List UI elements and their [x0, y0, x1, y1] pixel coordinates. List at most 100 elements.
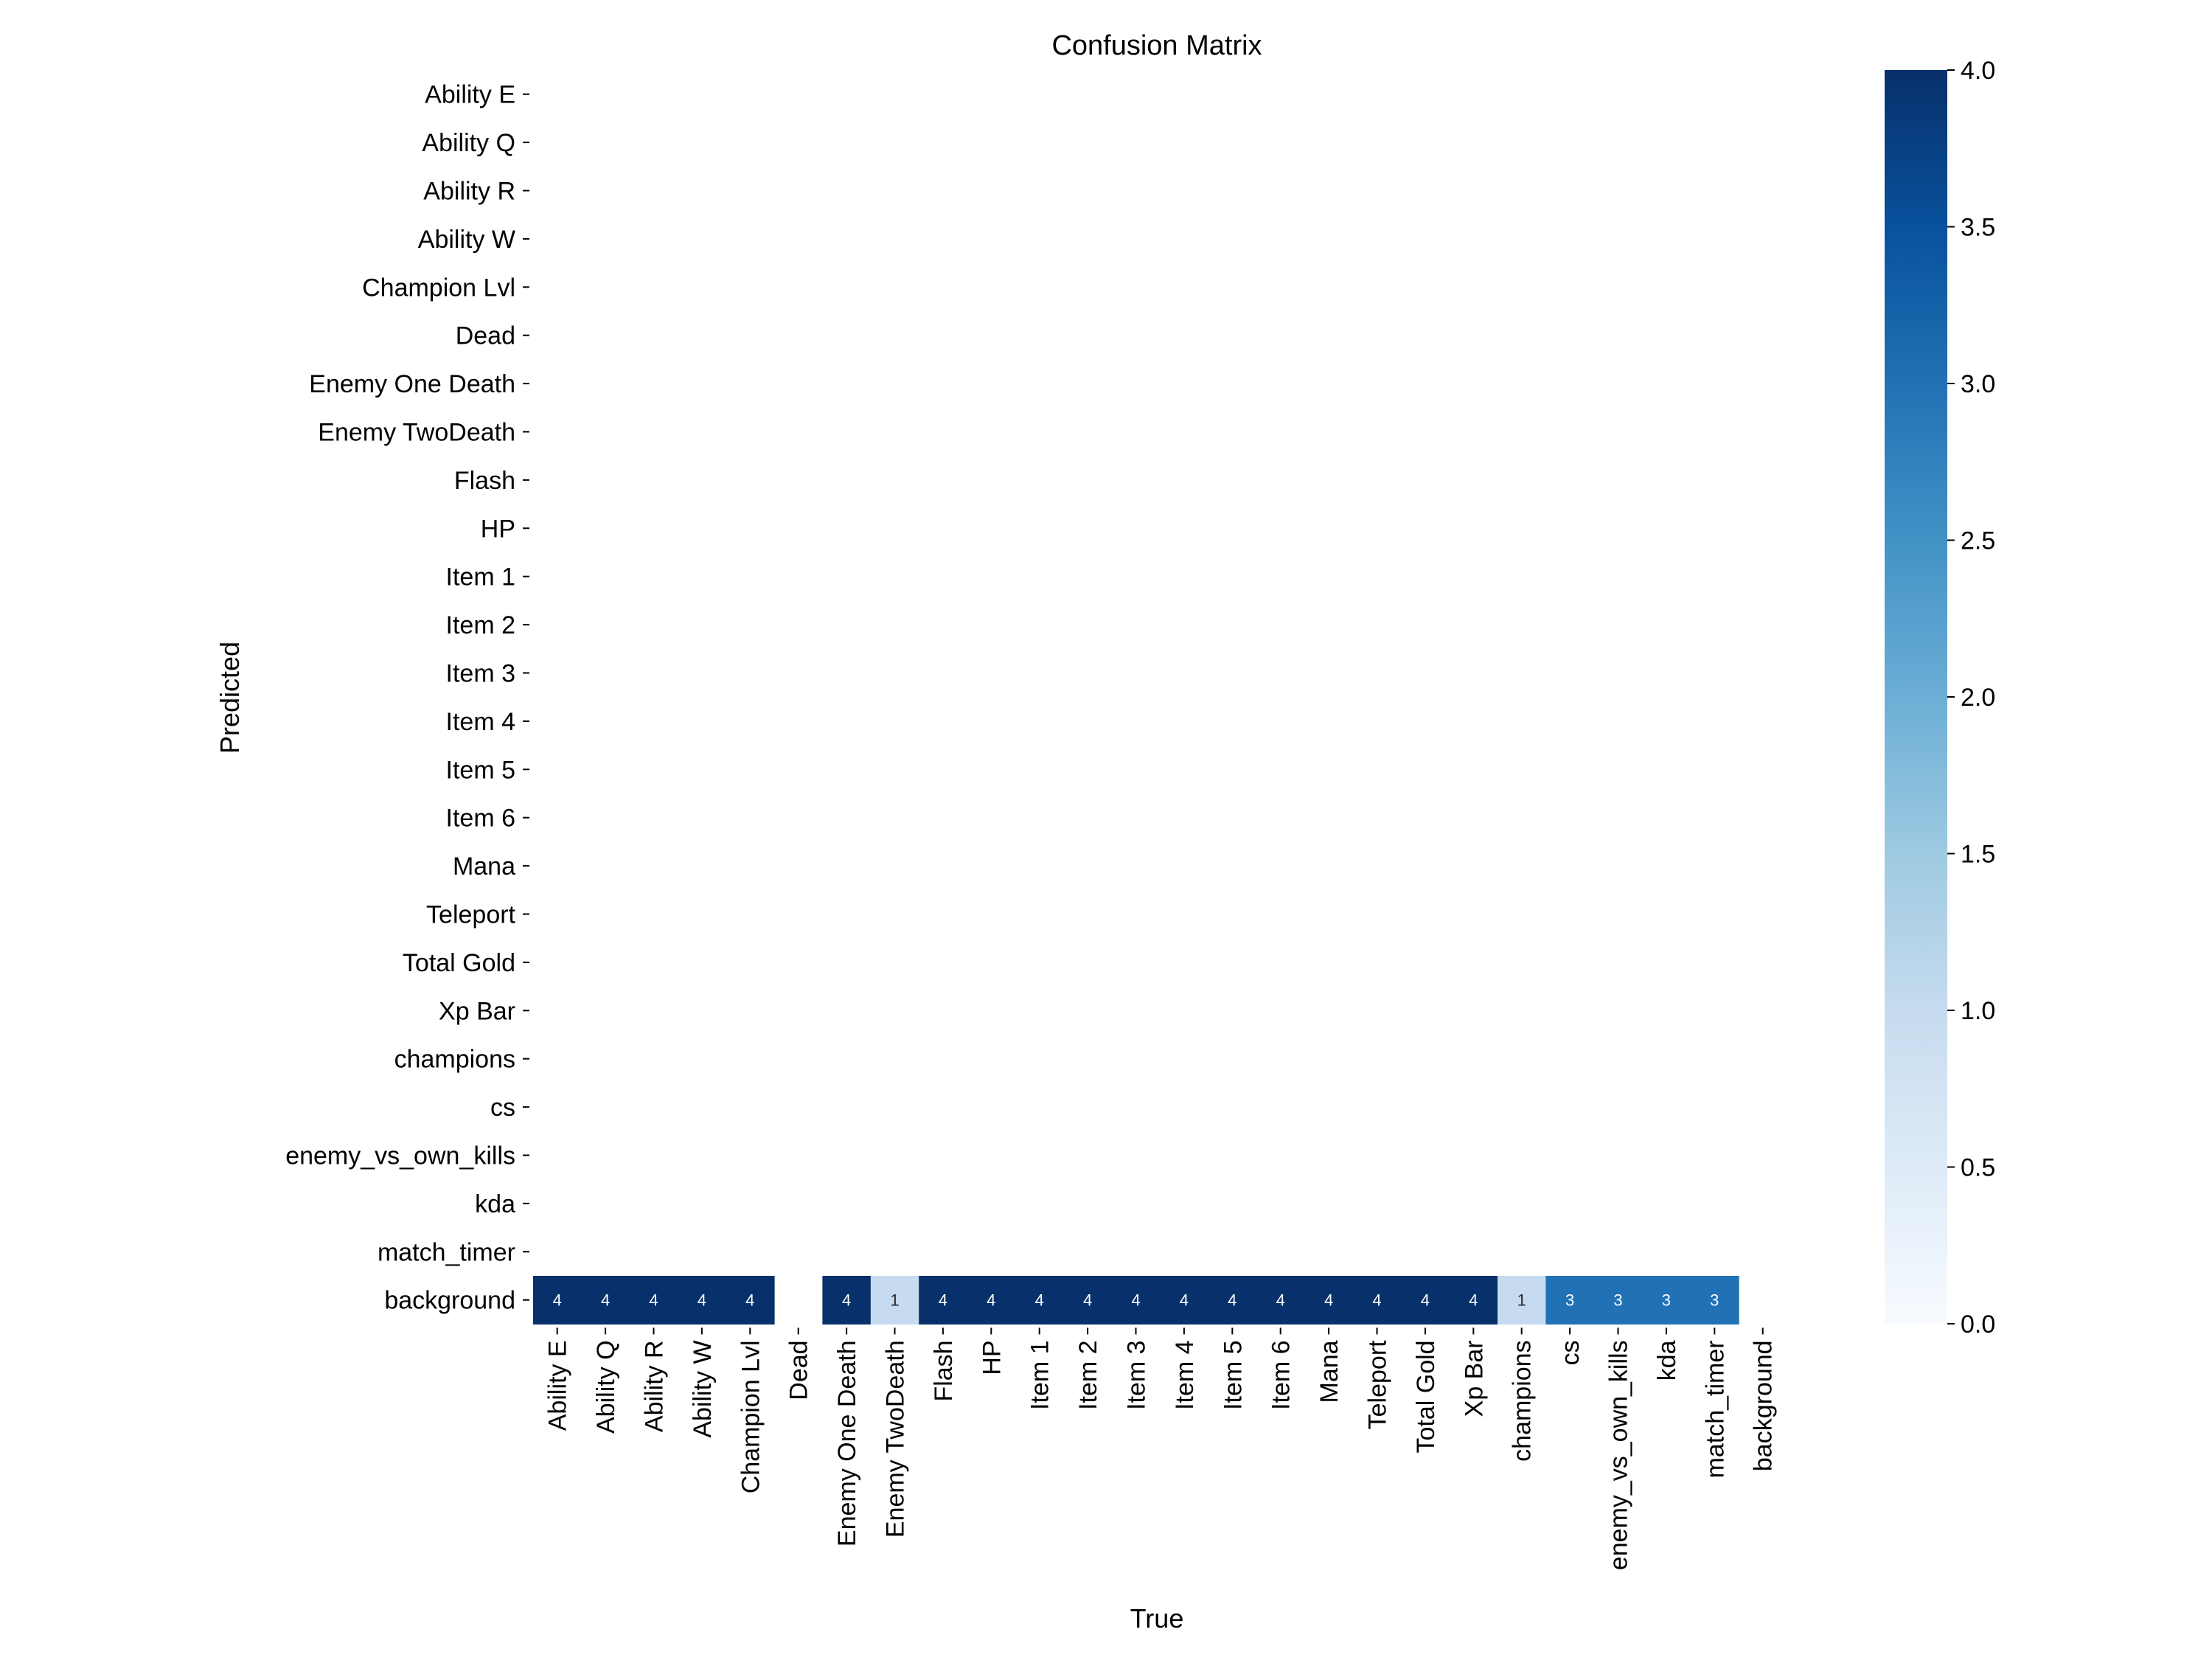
- cell-background-item-1: [1015, 1276, 1064, 1325]
- cell-background-kda: [1642, 1276, 1691, 1325]
- colorbar-tick-label: 2.0: [1961, 684, 1995, 712]
- x-tick-label: match_timer: [1701, 1340, 1729, 1478]
- colorbar: 0.0 0.5 1.0 1.5 2.0 2.5 3.0 3.5 4.0: [1885, 57, 1995, 1339]
- cell-value-label: 4: [1228, 1291, 1237, 1310]
- x-tick-label: Item 1: [1026, 1340, 1054, 1409]
- x-tick-label: Total Gold: [1412, 1340, 1440, 1453]
- cell-value-label: 4: [987, 1291, 995, 1310]
- colorbar-tick-label: 3.5: [1961, 214, 1995, 242]
- y-tick-label: background: [384, 1287, 515, 1315]
- cell-value-label: 4: [698, 1291, 706, 1310]
- x-tick-label: Enemy TwoDeath: [882, 1340, 910, 1538]
- y-tick-label: Mana: [453, 853, 515, 881]
- x-tick-label: Ability W: [689, 1340, 717, 1437]
- cell-value-label: 4: [1131, 1291, 1140, 1310]
- colorbar-tick-label: 4.0: [1961, 57, 1995, 85]
- colorbar-tick-label: 0.5: [1961, 1154, 1995, 1182]
- cell-background-item-6: [1256, 1276, 1305, 1325]
- x-tick-label: kda: [1653, 1340, 1681, 1381]
- cell-value-label: 3: [1565, 1291, 1574, 1310]
- x-tick-label: Teleport: [1364, 1340, 1392, 1430]
- cell-background-ability-q: [581, 1276, 630, 1325]
- heatmap-cells: 4 4 4 4 4 4 1 4 4 4 4 4 4 4 4 4 4 4 4 1 3 3 3 3: [533, 1276, 1739, 1325]
- colorbar-gradient: [1885, 70, 1947, 1324]
- y-tick-label: Enemy One Death: [309, 370, 515, 398]
- cell-background-ability-e: [533, 1276, 582, 1325]
- y-tick-label: Dead: [456, 322, 515, 350]
- cell-background-enemy-vs-own-kills: [1593, 1276, 1643, 1325]
- x-tick-label: Item 4: [1171, 1340, 1199, 1409]
- y-tick-label: Item 6: [446, 805, 515, 833]
- cell-background-mana: [1304, 1276, 1354, 1325]
- x-tick-label: Enemy One Death: [833, 1340, 861, 1546]
- y-tick-label: Ability R: [423, 178, 515, 206]
- cell-background-item-4: [1160, 1276, 1209, 1325]
- cell-value-label: 1: [1517, 1291, 1526, 1310]
- x-tick-label: Dead: [785, 1340, 813, 1400]
- chart-title: Confusion Matrix: [1051, 30, 1262, 61]
- cell-background-champion-lvl: [726, 1276, 775, 1325]
- y-tick-label: Item 2: [446, 611, 515, 639]
- x-tick-label: Flash: [930, 1340, 958, 1401]
- y-tick-label: match_timer: [378, 1238, 515, 1266]
- colorbar-tick-label: 1.5: [1961, 841, 1995, 869]
- x-tick-label: Item 5: [1219, 1340, 1247, 1409]
- y-tick-label: Xp Bar: [439, 997, 515, 1025]
- y-tick-label: Total Gold: [403, 949, 515, 977]
- y-tick-label: HP: [481, 515, 515, 543]
- y-tick-label: Enemy TwoDeath: [318, 419, 515, 447]
- y-tick-label: Ability Q: [422, 129, 515, 157]
- x-tick-label: Ability Q: [592, 1340, 620, 1434]
- cell-background-champions: [1498, 1276, 1546, 1325]
- x-tick-label: champions: [1509, 1340, 1537, 1461]
- x-axis-label: True: [1130, 1603, 1184, 1634]
- x-tick-label: Item 2: [1074, 1340, 1102, 1409]
- cell-value-label: 4: [1372, 1291, 1381, 1310]
- x-tick-label: Mana: [1315, 1340, 1343, 1403]
- x-tick-label: Ability R: [641, 1340, 669, 1432]
- cell-value-label: 4: [939, 1291, 947, 1310]
- cell-value-label: 4: [601, 1291, 610, 1310]
- colorbar-tick-label: 0.0: [1961, 1310, 1995, 1339]
- y-tick-label: Champion Lvl: [362, 274, 515, 302]
- cell-value-label: 3: [1710, 1291, 1719, 1310]
- cell-background-ability-r: [629, 1276, 678, 1325]
- cell-background-item-3: [1111, 1276, 1161, 1325]
- cell-value-label: 4: [1276, 1291, 1285, 1310]
- y-tick-label: Item 4: [446, 708, 515, 736]
- cell-value-label: 4: [649, 1291, 658, 1310]
- cell-value-label: 4: [553, 1291, 562, 1310]
- y-tick-label: enemy_vs_own_kills: [285, 1142, 515, 1170]
- cell-value-label: 4: [1035, 1291, 1044, 1310]
- cell-value-label: 4: [842, 1291, 851, 1310]
- cell-value-label: 4: [1469, 1291, 1478, 1310]
- cell-background-cs: [1545, 1276, 1595, 1325]
- x-tick-label: Ability E: [544, 1340, 572, 1431]
- y-tick-label: champions: [394, 1046, 515, 1074]
- cell-background-item-5: [1208, 1276, 1257, 1325]
- y-tick-label: cs: [490, 1094, 515, 1122]
- cell-background-teleport: [1352, 1276, 1402, 1325]
- colorbar-tick-label: 2.5: [1961, 527, 1995, 555]
- y-tick-label: Ability E: [425, 81, 515, 109]
- cell-background-flash: [919, 1276, 968, 1325]
- cell-background-xp-bar: [1449, 1276, 1498, 1325]
- y-tick-label: Item 5: [446, 756, 515, 784]
- cell-value-label: 3: [1613, 1291, 1622, 1310]
- x-tick-label: cs: [1557, 1340, 1585, 1365]
- y-tick-label: Flash: [454, 467, 515, 495]
- cell-value-label: 1: [890, 1291, 899, 1310]
- x-tick-label: Xp Bar: [1460, 1340, 1488, 1417]
- x-tick-label: Item 3: [1123, 1340, 1151, 1409]
- y-tick-label: Item 3: [446, 660, 515, 688]
- y-tick-label: kda: [475, 1190, 515, 1218]
- cell-value-label: 4: [1180, 1291, 1189, 1310]
- cell-value-label: 3: [1662, 1291, 1671, 1310]
- x-tick-label: HP: [978, 1340, 1006, 1375]
- x-tick-label: Champion Lvl: [737, 1340, 765, 1493]
- x-tick-label: enemy_vs_own_kills: [1605, 1340, 1633, 1570]
- y-tick-label: Item 1: [446, 563, 515, 591]
- colorbar-tick-label: 1.0: [1961, 997, 1995, 1025]
